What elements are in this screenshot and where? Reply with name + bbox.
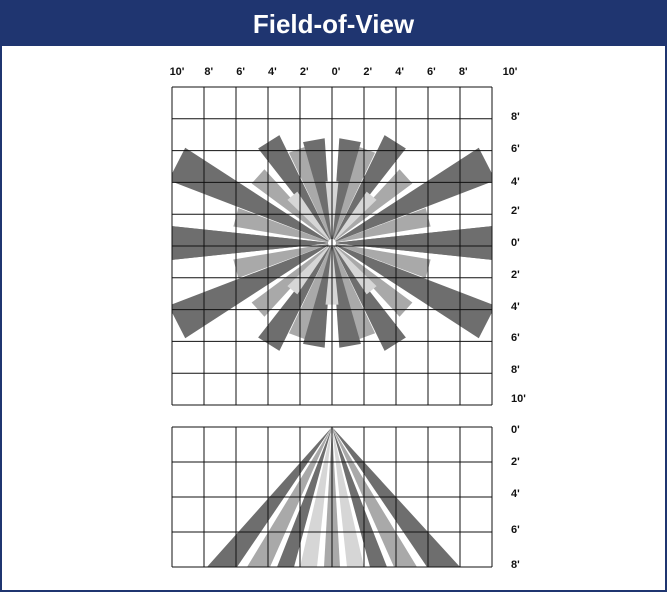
x-label: 0' (332, 66, 341, 78)
beam (335, 243, 431, 279)
x-label: 6' (236, 66, 245, 78)
y-label: 8' (511, 559, 520, 571)
beam (334, 191, 377, 241)
beam (334, 245, 413, 317)
y-label: 10' (511, 393, 526, 405)
y-label: 4' (511, 301, 520, 313)
y-label: 2' (511, 456, 520, 468)
beam (233, 207, 329, 243)
y-label: 2' (511, 205, 520, 217)
beam (233, 243, 329, 279)
top-beams (172, 135, 492, 351)
y-label: 8' (511, 111, 520, 123)
y-label: 8' (511, 364, 520, 376)
beam (287, 245, 330, 295)
beam (334, 169, 413, 241)
y-label: 0' (511, 424, 520, 436)
beam (335, 147, 492, 242)
beam (287, 191, 330, 241)
beam (172, 226, 329, 260)
beam (303, 246, 332, 348)
x-label: 4' (395, 66, 404, 78)
beam (288, 146, 331, 240)
y-label: 6' (511, 143, 520, 155)
x-label: 8' (204, 66, 213, 78)
x-label: 6' (427, 66, 436, 78)
beam (288, 246, 331, 340)
x-label: 10' (503, 66, 518, 78)
x-label: 4' (268, 66, 277, 78)
beam (332, 246, 361, 348)
y-label: 0' (511, 237, 520, 249)
x-label: 8' (459, 66, 468, 78)
x-label: 2' (363, 66, 372, 78)
beam (251, 169, 330, 241)
beam (333, 146, 376, 240)
labels: 10' 8' 6' 4' 2' 0' 2' 4' 6' 8' 10' 8' 6' 4' 2' 0' 2' 4' 6'… (170, 66, 527, 571)
y-label: 4' (511, 488, 520, 500)
beam (335, 226, 492, 260)
beam (335, 207, 431, 243)
y-label: 4' (511, 176, 520, 188)
grids (171, 86, 493, 568)
beam (251, 245, 330, 317)
beam (172, 244, 329, 339)
header-title: Field-of-View (2, 2, 665, 46)
beam (333, 246, 376, 340)
y-label: 6' (511, 524, 520, 536)
y-label: 2' (511, 269, 520, 281)
beam (334, 245, 377, 295)
beam (172, 147, 329, 242)
x-label: 10' (170, 66, 185, 78)
y-label: 6' (511, 332, 520, 344)
x-label: 2' (300, 66, 309, 78)
beam (335, 244, 492, 339)
